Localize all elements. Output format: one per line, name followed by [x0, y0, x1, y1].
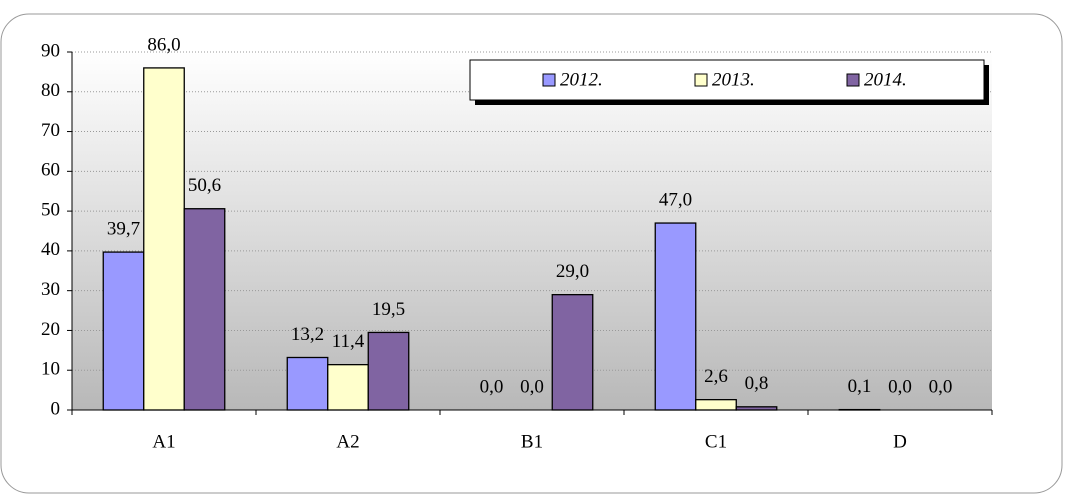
bar: [183, 208, 226, 411]
legend-swatch: [846, 73, 860, 87]
value-label: 0,1: [848, 376, 872, 397]
y-tick-label: 70: [41, 120, 60, 141]
value-label: 0,0: [480, 376, 504, 397]
value-label: 86,0: [147, 34, 180, 55]
x-tick-label: C1: [705, 431, 727, 452]
bar: [367, 331, 410, 411]
bar: [551, 293, 594, 411]
y-tick-label: 90: [41, 40, 60, 61]
x-tick-label: A2: [336, 431, 359, 452]
y-tick-label: 40: [41, 239, 60, 260]
value-label: 19,5: [372, 299, 405, 320]
bar: [327, 364, 369, 411]
legend-label: 2014.: [864, 69, 907, 90]
value-label: 0,0: [888, 376, 912, 397]
x-tick-label: B1: [521, 431, 543, 452]
value-label: 0,0: [929, 376, 953, 397]
bar: [102, 251, 145, 411]
bar: [654, 222, 697, 411]
legend-label: 2012.: [560, 69, 603, 90]
value-label: 29,0: [556, 261, 589, 282]
y-tick-label: 60: [41, 160, 60, 181]
x-tick-label: D: [893, 431, 907, 452]
legend: [469, 59, 985, 101]
y-tick-label: 10: [41, 359, 60, 380]
y-tick-label: 80: [41, 80, 60, 101]
value-label: 50,6: [188, 175, 221, 196]
y-tick-label: 20: [41, 319, 60, 340]
bar: [286, 356, 329, 411]
y-tick-label: 0: [51, 398, 61, 419]
bar: [695, 399, 737, 411]
value-label: 2,6: [704, 366, 728, 387]
legend-swatch: [542, 73, 556, 87]
y-tick-label: 50: [41, 199, 60, 220]
value-label: 47,0: [659, 189, 692, 210]
x-tick-label: A1: [152, 431, 175, 452]
value-label: 13,2: [291, 324, 324, 345]
value-label: 0,8: [745, 373, 769, 394]
bar: [143, 67, 185, 411]
legend-swatch: [694, 73, 708, 87]
value-label: 0,0: [520, 376, 544, 397]
legend-label: 2013.: [712, 69, 755, 90]
bar: [735, 406, 778, 411]
value-label: 11,4: [332, 331, 365, 352]
value-label: 39,7: [107, 218, 140, 239]
y-tick-label: 30: [41, 279, 60, 300]
